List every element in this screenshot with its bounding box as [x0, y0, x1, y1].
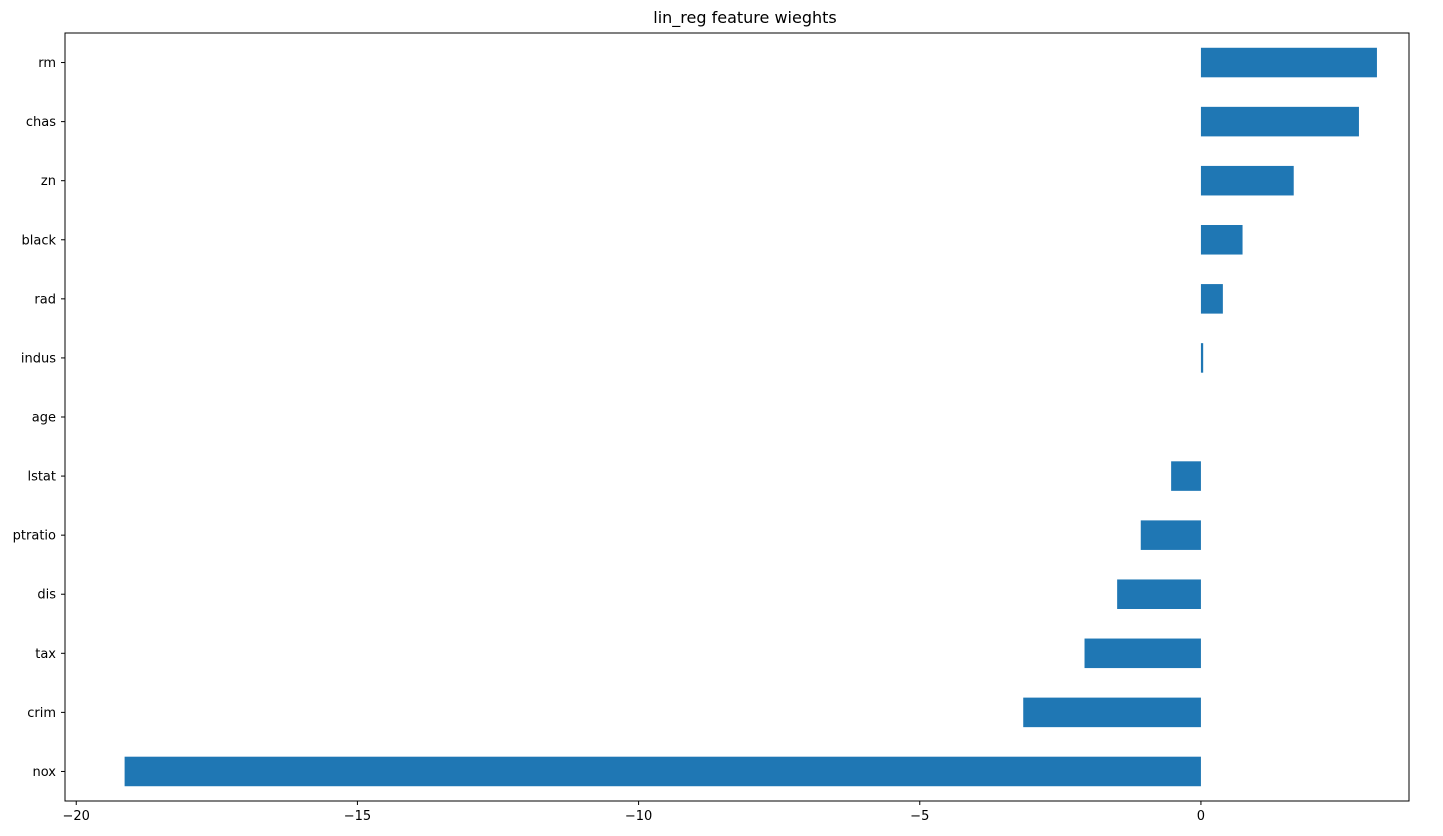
chart-title: lin_reg feature wieghts [653, 8, 836, 28]
y-tick-label: rad [34, 292, 56, 307]
bar-crim [1023, 697, 1201, 728]
y-axis-ticks: rm chas zn black rad indus age lstat ptratio dis t… [13, 56, 65, 780]
plot-frame [64, 32, 1410, 802]
y-tick-label: tax [35, 647, 56, 662]
y-tick-label: ptratio [13, 529, 56, 544]
bar-ptratio [1140, 520, 1201, 550]
bar-zn [1200, 165, 1294, 196]
bar-chas [1200, 106, 1359, 137]
bar-rad [1200, 284, 1223, 314]
y-tick-label: dis [37, 588, 56, 603]
x-tick-label: −5 [910, 809, 929, 824]
y-tick-label: chas [26, 115, 56, 130]
y-tick-label: indus [21, 351, 56, 366]
x-tick-label: 0 [1197, 809, 1205, 824]
bar-nox [124, 756, 1201, 787]
bar-indus [1200, 343, 1204, 373]
bar-tax [1084, 638, 1201, 669]
x-tick-label: −10 [625, 809, 652, 824]
y-tick-label: rm [38, 56, 56, 71]
bar-lstat [1171, 461, 1201, 491]
y-tick-label: age [32, 411, 56, 426]
x-axis-ticks: −20 −15 −10 −5 0 [63, 801, 1205, 824]
x-tick-label: −20 [63, 809, 90, 824]
bar-black [1200, 225, 1243, 255]
y-tick-label: nox [33, 765, 57, 780]
y-tick-label: lstat [27, 470, 56, 485]
bar-rm [1200, 47, 1377, 78]
bar-dis [1117, 579, 1201, 609]
bars-group [124, 47, 1377, 787]
x-tick-label: −15 [344, 809, 371, 824]
y-tick-label: crim [27, 706, 56, 721]
y-tick-label: black [21, 233, 56, 248]
y-tick-label: zn [41, 174, 56, 189]
